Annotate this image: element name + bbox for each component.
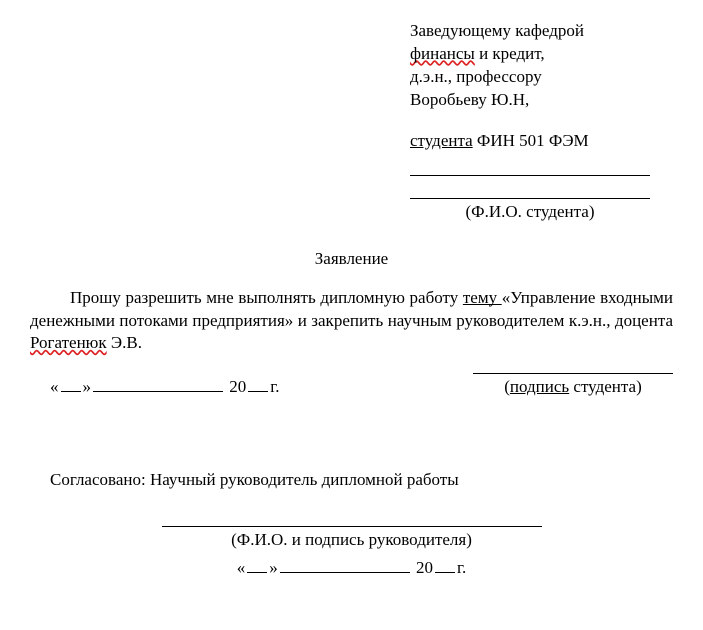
year-prefix-2: 20 xyxy=(412,558,433,577)
year-suffix: г. xyxy=(270,377,279,396)
dept-name: финансы xyxy=(410,44,475,63)
student-prefix: студента xyxy=(410,131,473,150)
addressee-line-3: д.э.н., профессору xyxy=(410,66,673,89)
document-page: Заведующему кафедрой финансы и кредит, д… xyxy=(0,0,703,630)
student-signature-line[interactable]: (подпись студента) xyxy=(473,373,673,399)
month-blank[interactable] xyxy=(93,375,223,392)
addressee-block: Заведующему кафедрой финансы и кредит, д… xyxy=(410,20,673,112)
year-blank[interactable] xyxy=(248,375,268,392)
day-blank-2[interactable] xyxy=(247,556,267,573)
student-name-blank-2[interactable] xyxy=(410,198,650,199)
year-suffix-2: г. xyxy=(457,558,466,577)
date-field[interactable]: « » 20 г. xyxy=(30,375,280,399)
addressee-line-1: Заведующему кафедрой xyxy=(410,20,673,43)
sig-label-b: студента) xyxy=(569,377,642,396)
topic-word: тему xyxy=(463,288,502,307)
body-text-a: Прошу разрешить мне выполнять дипломную … xyxy=(70,288,463,307)
student-group: ФИН 501 ФЭМ xyxy=(473,131,589,150)
supervisor-sig-label: (Ф.И.О. и подпись руководителя) xyxy=(231,530,472,549)
document-title: Заявление xyxy=(30,248,673,271)
body-paragraph: Прошу разрешить мне выполнять дипломную … xyxy=(30,287,673,356)
date-field-2[interactable]: « » 20 г. xyxy=(30,556,673,580)
agreed-line: Согласовано: Научный руководитель диплом… xyxy=(30,469,673,492)
year-blank-2[interactable] xyxy=(435,556,455,573)
student-name-blank-1[interactable] xyxy=(410,175,650,176)
supervisor-initials: Э.В. xyxy=(107,333,142,352)
supervisor-signature-line[interactable]: (Ф.И.О. и подпись руководителя) xyxy=(162,526,542,552)
q-open-2: « xyxy=(237,558,246,577)
addressee-line-4: Воробьеву Ю.Н, xyxy=(410,89,673,112)
year-prefix: 20 xyxy=(225,377,246,396)
month-blank-2[interactable] xyxy=(280,556,410,573)
q-close-2: » xyxy=(269,558,278,577)
q-close: » xyxy=(83,377,92,396)
dept-suffix: и кредит, xyxy=(475,44,545,63)
date-signature-row: « » 20 г. (подпись студента) xyxy=(30,373,673,399)
supervisor-name: Рогатенюк xyxy=(30,333,107,352)
day-blank[interactable] xyxy=(61,375,81,392)
student-fio-label: (Ф.И.О. студента) xyxy=(410,201,650,224)
sig-label-a: подпись xyxy=(510,377,569,396)
student-line: студента ФИН 501 ФЭМ xyxy=(410,130,673,153)
addressee-line-2: финансы и кредит, xyxy=(410,43,673,66)
q-open: « xyxy=(50,377,59,396)
